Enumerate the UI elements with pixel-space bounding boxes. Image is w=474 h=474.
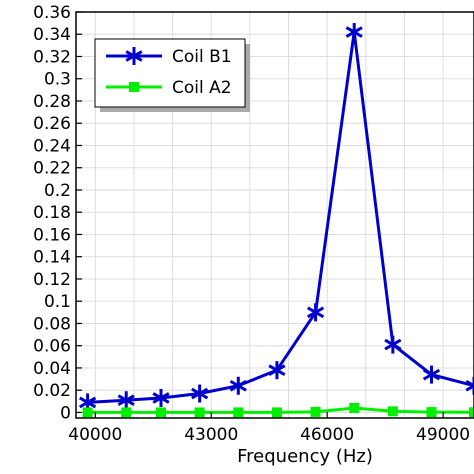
y-tick-label: 0.26 (33, 114, 71, 134)
legend-label: Coil A2 (172, 78, 232, 98)
series-coil-a2 (82, 402, 474, 418)
data-point (152, 388, 170, 407)
data-point (268, 361, 286, 380)
x-axis-label: Frequency (Hz) (237, 446, 373, 467)
legend-label: Coil B1 (172, 47, 232, 67)
data-point (465, 376, 474, 395)
data-point (229, 376, 247, 395)
data-point (422, 365, 441, 384)
data-point (121, 407, 132, 418)
data-point (426, 407, 437, 418)
y-tick-label: 0.16 (33, 225, 71, 245)
legend-marker (125, 47, 143, 65)
y-tick-label: 0.28 (33, 92, 71, 112)
y-tick-label: 0.08 (33, 314, 71, 334)
x-tick-label: 43000 (184, 425, 238, 445)
data-point (82, 407, 93, 418)
data-point (156, 407, 167, 418)
data-point (117, 391, 135, 410)
y-tick-label: 0.32 (33, 47, 71, 67)
data-point (387, 406, 398, 417)
series-coil-b1 (79, 23, 474, 412)
legend: Coil B1 Coil A2 (94, 38, 250, 112)
y-tick-label: 0.2 (44, 181, 71, 201)
data-point (233, 407, 244, 418)
y-tick-label: 0.24 (33, 136, 71, 156)
y-tick-label: 0.36 (33, 3, 71, 23)
data-point (469, 407, 474, 418)
x-tick-label: 49000 (416, 425, 470, 445)
x-axis: 40000 43000 46000 49000 (68, 412, 470, 445)
series-layer (79, 23, 474, 418)
data-point (345, 23, 363, 42)
y-tick-label: 0 (60, 403, 71, 423)
y-tick-label: 0.04 (33, 359, 71, 379)
legend-item: Coil A2 (106, 78, 232, 98)
y-tick-label: 0.12 (33, 270, 71, 290)
y-tick-label: 0.22 (33, 159, 71, 179)
y-tick-label: 0.3 (44, 70, 71, 90)
legend-marker (129, 82, 139, 92)
data-point (310, 406, 321, 417)
data-point (349, 402, 360, 413)
y-tick-label: 0.1 (44, 292, 71, 312)
data-point (194, 407, 205, 418)
y-tick-label: 0.06 (33, 337, 71, 357)
x-tick-label: 46000 (300, 425, 354, 445)
legend-item: Coil B1 (106, 47, 232, 67)
legend-box (94, 38, 246, 108)
data-point (384, 335, 402, 354)
y-tick-label: 0.14 (33, 248, 71, 268)
y-axis: 00.020.040.060.080.10.120.140.160.180.20… (33, 3, 82, 423)
x-tick-label: 40000 (68, 425, 122, 445)
plot-frame (75, 11, 474, 419)
data-point (306, 303, 325, 322)
y-tick-label: 0.18 (33, 203, 71, 223)
data-point (271, 407, 282, 418)
y-tick-label: 0.34 (33, 25, 71, 45)
grid-lines (76, 11, 474, 418)
data-point (191, 384, 209, 403)
y-tick-label: 0.02 (33, 381, 71, 401)
